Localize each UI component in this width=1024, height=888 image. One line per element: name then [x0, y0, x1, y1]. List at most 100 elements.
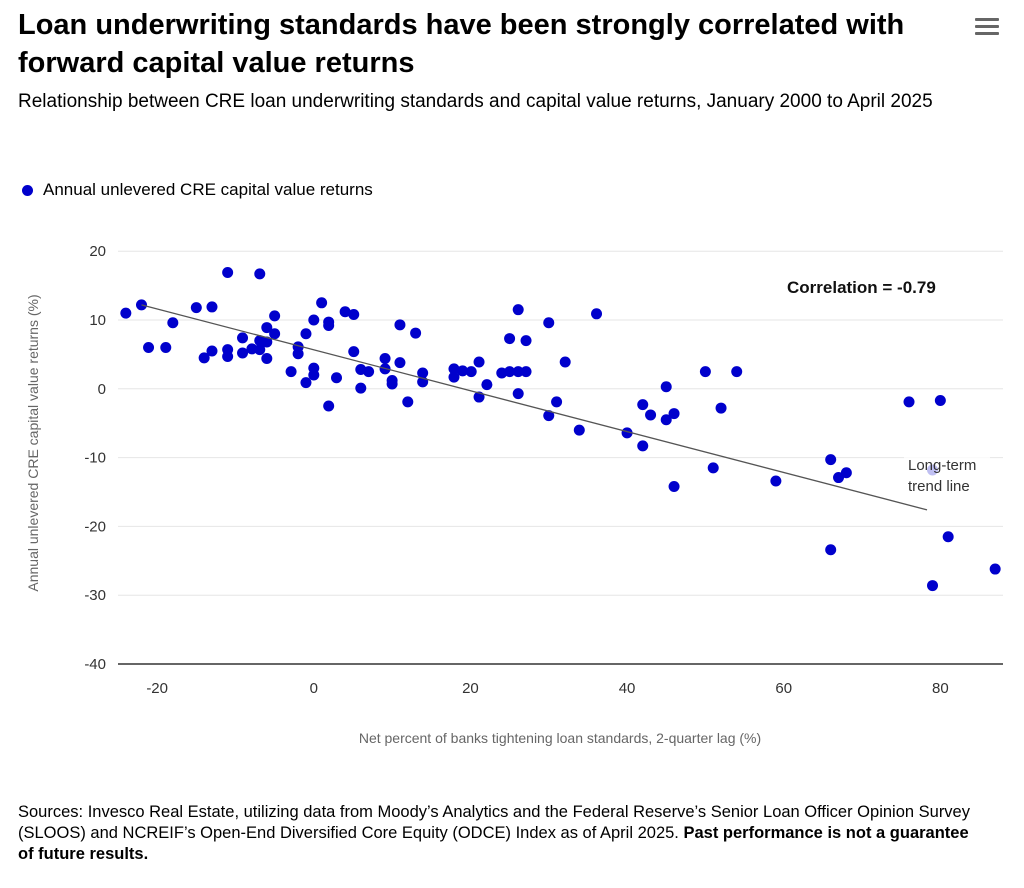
data-point [237, 332, 249, 344]
data-point [457, 365, 469, 377]
legend-label: Annual unlevered CRE capital value retur… [43, 180, 373, 199]
data-point [410, 327, 422, 339]
legend-item[interactable]: Annual unlevered CRE capital value retur… [22, 180, 373, 200]
data-point [323, 320, 335, 332]
hamburger-menu-icon[interactable] [975, 18, 999, 38]
data-point [504, 366, 516, 378]
data-point [355, 382, 367, 394]
data-point [348, 308, 360, 320]
data-point [660, 414, 672, 426]
data-point [512, 366, 524, 378]
data-point [308, 369, 320, 381]
data-point [254, 344, 266, 356]
data-point [825, 454, 837, 466]
data-point [512, 304, 524, 316]
y-tick-label: 10 [89, 312, 106, 329]
data-point [621, 427, 633, 439]
trend-label-background [904, 454, 990, 494]
data-point [448, 371, 460, 383]
x-tick-label: 20 [462, 680, 479, 697]
correlation-annotation: Correlation = -0.79 [787, 278, 936, 297]
data-point [316, 297, 328, 309]
data-point [504, 333, 516, 345]
x-tick-label: 0 [310, 680, 318, 697]
data-point [331, 372, 343, 384]
trend-label-line2: trend line [908, 478, 970, 495]
data-point [520, 335, 532, 347]
data-point [770, 475, 782, 487]
data-point [222, 267, 234, 279]
data-point [222, 350, 234, 362]
data-point [660, 381, 672, 393]
data-point [190, 302, 202, 314]
x-tick-label: -20 [146, 680, 168, 697]
data-point [386, 378, 398, 390]
y-tick-label: 20 [89, 243, 106, 260]
y-axis-title: Annual unlevered CRE capital value retur… [25, 294, 41, 591]
data-point [261, 336, 273, 348]
x-tick-label: 40 [619, 680, 636, 697]
chart-title: Loan underwriting standards have been st… [18, 9, 905, 79]
data-point [637, 399, 649, 411]
x-tick-label: 80 [932, 680, 949, 697]
data-point [637, 440, 649, 452]
data-point [825, 544, 837, 556]
x-axis-title: Net percent of banks tightening loan sta… [359, 730, 761, 746]
data-point [285, 366, 297, 378]
y-tick-label: 0 [98, 381, 106, 398]
data-point [417, 367, 429, 379]
data-point [206, 301, 218, 313]
data-point [300, 328, 312, 340]
data-point [934, 394, 946, 406]
sources-text: Sources: Invesco Real Estate, utilizing … [18, 803, 970, 842]
data-point [731, 366, 743, 378]
data-point [261, 353, 273, 365]
data-point [160, 342, 172, 354]
y-tick-label: -40 [84, 656, 106, 673]
data-point [402, 396, 414, 408]
data-point [707, 462, 719, 474]
scatter-chart: 20 10 0 -10 -20 -30 -40 -20 0 20 40 60 80 Net percen… [25, 243, 1003, 746]
data-point [465, 366, 477, 378]
data-point [668, 408, 680, 420]
y-tick-label: -10 [84, 450, 106, 467]
data-point [520, 366, 532, 378]
data-point [699, 366, 711, 378]
data-point [348, 346, 360, 358]
data-point [292, 348, 304, 360]
data-point [269, 328, 281, 340]
y-tick-label: -30 [84, 587, 106, 604]
data-point [903, 396, 915, 408]
legend-marker [22, 184, 33, 196]
data-point [394, 319, 406, 331]
disclaimer: Past performance is not a guarantee of f… [18, 824, 969, 863]
data-point [323, 400, 335, 412]
data-point [668, 480, 680, 492]
data-point [394, 357, 406, 369]
data-point [448, 363, 460, 375]
data-point [339, 306, 351, 318]
data-point [840, 467, 852, 479]
data-point [543, 317, 555, 329]
data-point [237, 347, 249, 359]
data-point [206, 345, 218, 357]
data-point [363, 366, 375, 378]
x-tick-label: 60 [775, 680, 792, 697]
data-point [481, 379, 493, 391]
data-point [927, 580, 939, 592]
data-point [591, 308, 603, 320]
data-point [308, 314, 320, 326]
data-point [379, 353, 391, 365]
data-point [198, 352, 210, 364]
data-point [143, 342, 155, 354]
data-point [269, 310, 281, 322]
data-point [573, 424, 585, 436]
data-point [512, 388, 524, 400]
chart-subtitle: Relationship between CRE loan underwriti… [18, 91, 933, 112]
trend-line [141, 304, 928, 511]
data-point [551, 396, 563, 408]
trend-label-line1: Long-term [908, 457, 976, 474]
y-tick-label: -20 [84, 518, 106, 535]
data-point [120, 307, 132, 319]
data-point [645, 409, 657, 421]
